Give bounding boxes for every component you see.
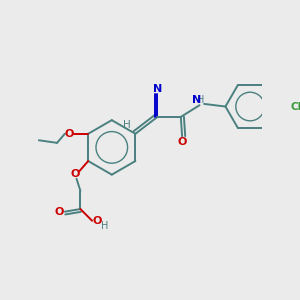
Text: H: H bbox=[123, 120, 131, 130]
Text: O: O bbox=[54, 207, 64, 217]
Text: O: O bbox=[92, 216, 101, 226]
Text: H: H bbox=[101, 221, 109, 231]
Text: H: H bbox=[196, 94, 204, 104]
Text: O: O bbox=[70, 169, 80, 179]
Text: O: O bbox=[64, 129, 74, 139]
Text: N: N bbox=[153, 84, 162, 94]
Text: O: O bbox=[177, 137, 187, 147]
Text: N: N bbox=[192, 94, 201, 104]
Text: Cl: Cl bbox=[290, 101, 300, 112]
